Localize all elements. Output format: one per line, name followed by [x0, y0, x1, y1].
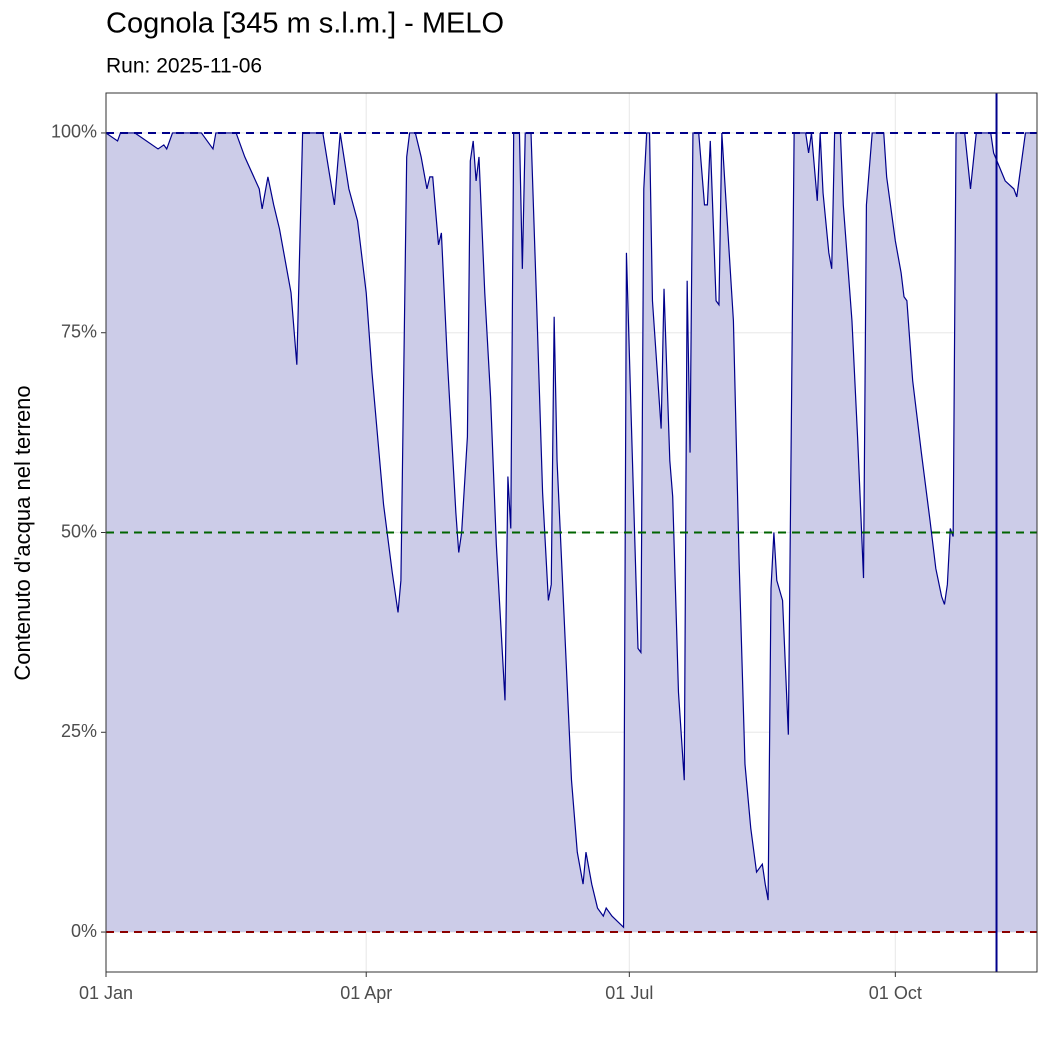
y-tick-label: 50% [61, 521, 97, 541]
x-tick-label: 01 Apr [340, 983, 392, 1003]
area [106, 132, 1037, 933]
x-tick-label: 01 Oct [869, 983, 922, 1003]
x-tick-label: 01 Jan [79, 983, 133, 1003]
plot-border [105, 92, 1038, 973]
line [105, 132, 1037, 929]
y-tick-label: 100% [51, 122, 97, 142]
y-tick-label: 75% [61, 321, 97, 341]
y-tick-label: 25% [61, 721, 97, 741]
chart-subtitle: Run: 2025-11-06 [106, 55, 262, 78]
y-axis-label: Contenuto d'acqua nel terreno [10, 385, 35, 680]
chart-title: Cognola [345 m s.l.m.] - MELO [106, 8, 504, 40]
x-tick-label: 01 Jul [605, 983, 653, 1003]
y-tick-label: 0% [71, 921, 97, 941]
